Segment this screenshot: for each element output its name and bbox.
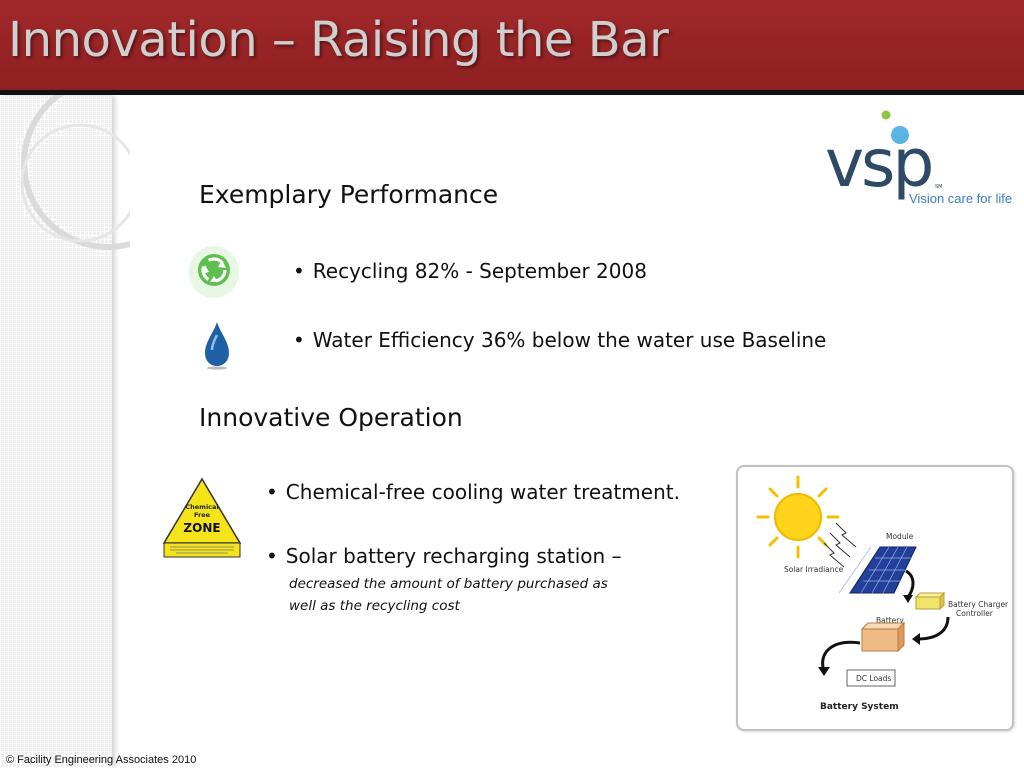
battery-system-diagram: Solar Irradiance Module Battery Charger …	[736, 465, 1014, 731]
logo-wordmark: vsp	[825, 125, 931, 202]
sign-line-chemical: Chemical	[185, 503, 218, 511]
note-line-1: decreased the amount of battery purchase…	[289, 576, 608, 592]
recycling-text: Recycling 82% - September 2008	[312, 259, 647, 283]
sign-line-free: Free	[194, 511, 211, 519]
arrow-battery-to-loads	[821, 640, 861, 672]
label-charger-line-2: Controller	[956, 609, 994, 618]
left-decor-strip	[0, 96, 112, 768]
title-bar: Innovation – Raising the Bar	[0, 0, 1024, 95]
battery-icon	[860, 621, 906, 653]
diagram-title: Battery System	[820, 702, 899, 712]
solar-battery-text: Solar battery recharging station –	[285, 544, 622, 568]
chemical-free-text: Chemical-free cooling water treatment.	[285, 480, 680, 504]
dc-loads-box	[846, 669, 896, 687]
label-module: Module	[886, 532, 914, 541]
recycle-icon	[189, 246, 239, 298]
bullet-dot: •	[293, 259, 305, 283]
water-efficiency-text: Water Efficiency 36% below the water use…	[312, 328, 827, 352]
logo-green-dot	[881, 110, 891, 120]
copyright-footer: © Facility Engineering Associates 2010	[6, 754, 197, 766]
battery-system-illustration: Solar Irradiance Module Battery Charger …	[756, 475, 1009, 712]
slide-title: Innovation – Raising the Bar	[8, 12, 669, 68]
label-solar-irradiance: Solar Irradiance	[784, 565, 844, 574]
bullet-solar-battery: • Solar battery recharging station –	[266, 544, 622, 568]
arrow-module-to-charger	[905, 569, 915, 598]
heading-exemplary-performance: Exemplary Performance	[199, 180, 499, 209]
chemical-free-zone-sign: Chemical Free ZONE	[162, 477, 242, 558]
bullet-water-efficiency: • Water Efficiency 36% below the water us…	[293, 328, 826, 352]
sign-line-zone: ZONE	[183, 521, 220, 535]
water-drop-icon	[205, 322, 229, 370]
bullet-recycling: • Recycling 82% - September 2008	[293, 259, 647, 283]
label-dc-loads: DC Loads	[856, 674, 891, 683]
vsp-logo: vsp SM Vision care for life	[825, 110, 1012, 206]
heading-innovative-operation: Innovative Operation	[199, 403, 463, 432]
bullet-dot: •	[293, 328, 305, 352]
label-battery: Battery	[876, 616, 904, 625]
logo-blue-dot	[891, 126, 909, 144]
sun-icon	[756, 475, 840, 559]
solar-battery-note: decreased the amount of battery purchase…	[289, 573, 608, 617]
irradiance-arrows	[823, 522, 857, 568]
charger-controller-icon	[914, 591, 946, 611]
label-charger-line-1: Battery Charger	[948, 600, 1009, 609]
note-line-2: well as the recycling cost	[289, 598, 460, 614]
logo-tagline: Vision care for life	[909, 191, 1012, 206]
solar-module-icon	[838, 546, 917, 594]
bullet-dot: •	[266, 544, 278, 568]
bullet-chemical-free: • Chemical-free cooling water treatment.	[266, 480, 680, 504]
arrow-charger-to-battery	[917, 616, 950, 641]
bullet-dot: •	[266, 480, 278, 504]
logo-service-mark: SM	[935, 184, 943, 190]
